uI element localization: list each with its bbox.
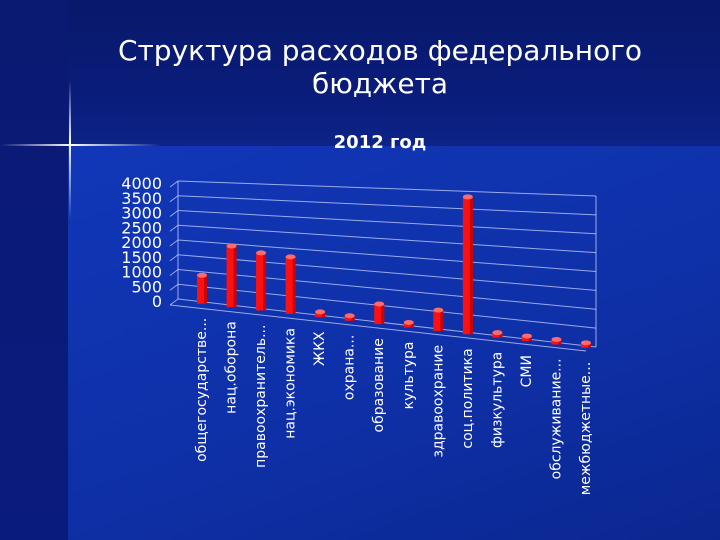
- slide-title: Структура расходов федерального бюджета: [117, 34, 643, 100]
- bar: [492, 330, 503, 338]
- x-tick-label: физкультура: [489, 352, 505, 448]
- gridline-stub: [169, 195, 179, 203]
- x-tick-label: нац.оборона: [224, 321, 240, 414]
- gridline: [177, 254, 597, 291]
- chart-title: 2012 год: [333, 132, 427, 153]
- x-tick-label: правоохранитель...: [253, 325, 269, 468]
- x-tick-label: охрана...: [342, 335, 358, 400]
- y-tick-label: 2500: [121, 218, 162, 237]
- bar: [521, 333, 532, 342]
- title-band: [0, 0, 720, 146]
- sparkle-horizontal: [0, 144, 160, 146]
- gridline: [177, 195, 597, 216]
- sparkle-vertical: [69, 80, 71, 220]
- y-tick-label: 3500: [121, 189, 162, 208]
- gridline-stub: [169, 298, 179, 306]
- left-band: [0, 0, 68, 540]
- gridline-stub: [169, 180, 179, 188]
- x-tick-label: здравоохрание: [430, 345, 446, 458]
- floor-front-edge: [169, 304, 587, 352]
- gridline: [177, 224, 597, 254]
- bar: [256, 250, 267, 311]
- x-tick-label: образование: [371, 338, 387, 432]
- x-tick-label: соц.политика: [460, 348, 476, 448]
- y-tick-label: 1000: [121, 263, 162, 282]
- bar-layer: [197, 194, 591, 348]
- bar: [462, 194, 473, 335]
- x-tick-label: общегосударстве...: [194, 318, 210, 462]
- gridline: [177, 210, 597, 235]
- x-axis-labels: общегосударстве... нац.оборона правоохрани…: [194, 318, 594, 496]
- gridline-stub: [169, 254, 179, 262]
- y-tick-label: 3000: [121, 204, 162, 223]
- gridline-stub: [169, 283, 179, 291]
- gridline: [177, 180, 597, 197]
- y-tick-label: 0: [152, 292, 162, 311]
- bar: [197, 272, 207, 304]
- y-tick-label: 4000: [121, 174, 162, 193]
- gridline-stub: [169, 224, 179, 232]
- bar: [581, 340, 591, 348]
- x-tick-label: межбюджетные...: [578, 362, 594, 495]
- x-tick-label: нац.экономика: [283, 328, 299, 439]
- x-tick-label: обслуживание...: [548, 358, 564, 479]
- x-tick-label: СМИ: [519, 355, 535, 387]
- y-tick-label: 1500: [121, 248, 162, 267]
- bar: [433, 307, 444, 331]
- gridline: [177, 269, 597, 310]
- bar: [403, 319, 414, 328]
- y-tick-label: 500: [131, 277, 162, 296]
- bar: [551, 336, 562, 345]
- gridline: [177, 239, 597, 272]
- gridline: [177, 283, 597, 329]
- bar: [315, 309, 326, 318]
- grid-layer: [169, 180, 597, 352]
- bar: [285, 254, 296, 314]
- y-tick-label: 2000: [121, 233, 162, 252]
- gridline-stub: [169, 210, 179, 217]
- gridline-stub: [169, 269, 179, 276]
- bar: [374, 301, 385, 325]
- gridline-stub: [169, 239, 179, 247]
- bar: [344, 313, 355, 321]
- x-tick-label: культура: [401, 341, 417, 409]
- bar: [226, 243, 237, 308]
- x-tick-label: ЖКХ: [312, 331, 328, 366]
